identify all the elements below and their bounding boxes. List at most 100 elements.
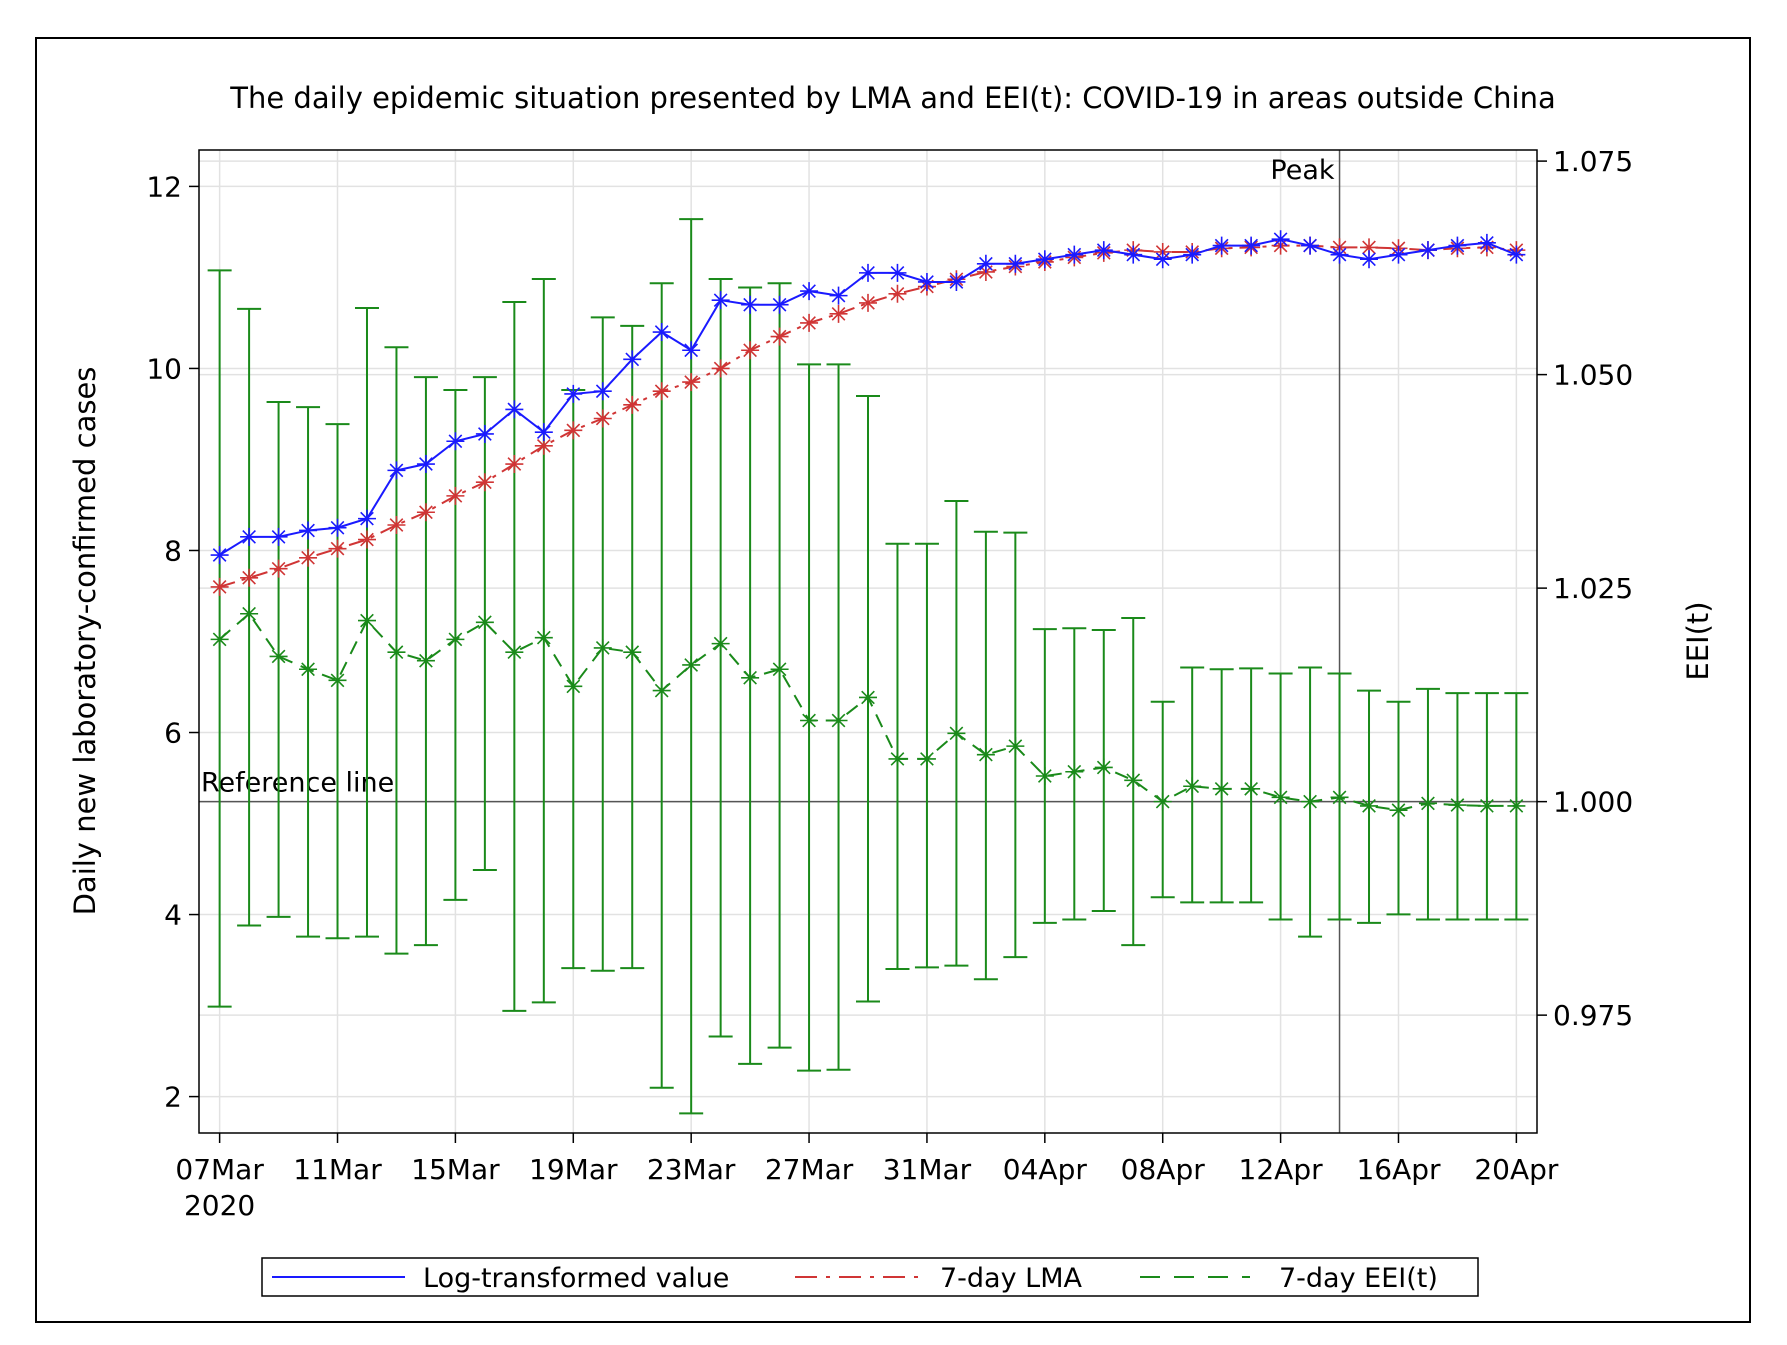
log-data-point <box>800 282 819 301</box>
chart-title: The daily epidemic situation presented b… <box>229 81 1556 115</box>
lma-data-point <box>652 382 671 401</box>
lma-data-point <box>564 421 583 440</box>
eei-data-point <box>269 647 288 666</box>
lma-data-point <box>210 577 229 596</box>
lma-data-point <box>682 373 701 392</box>
eei-data-point <box>475 613 494 632</box>
log-data-point <box>1183 245 1202 264</box>
lma-data-point <box>240 568 259 587</box>
log-data-point <box>1389 245 1408 264</box>
y-axis-label-left: Daily new laboratory-confirmed cases <box>68 367 102 916</box>
lma-data-point <box>299 548 318 567</box>
lma-data-point <box>800 313 819 332</box>
lma-data-point <box>328 539 347 558</box>
log-series-layer <box>210 230 1526 565</box>
eei-data-point <box>1418 794 1437 813</box>
eei-data-point <box>1301 792 1320 811</box>
log-data-point <box>299 521 318 540</box>
eei-data-point <box>1389 801 1408 820</box>
legend-label-log: Log-transformed value <box>423 1263 729 1294</box>
log-data-point <box>1242 236 1261 255</box>
log-data-point <box>917 272 936 291</box>
y-left-tick-label: 4 <box>164 899 182 932</box>
lma-data-point <box>593 409 612 428</box>
log-data-point <box>1360 250 1379 269</box>
log-data-point <box>711 291 730 310</box>
eei-data-point <box>1035 767 1054 786</box>
eei-data-point <box>1124 771 1143 790</box>
log-data-point <box>1448 236 1467 255</box>
x-tick-label: 19Mar <box>529 1153 618 1186</box>
eei-data-point <box>829 711 848 730</box>
log-data-point <box>475 424 494 443</box>
log-data-point <box>741 295 760 314</box>
log-data-point <box>387 461 406 480</box>
lma-data-point <box>534 436 553 455</box>
eei-data-point <box>328 671 347 690</box>
x-tick-year-label: 2020 <box>184 1189 255 1222</box>
x-tick-label: 11Mar <box>293 1153 382 1186</box>
eei-data-point <box>1094 758 1113 777</box>
log-data-point <box>1418 241 1437 260</box>
lma-data-point <box>1360 238 1379 257</box>
eei-data-point <box>240 604 259 623</box>
legend: Log-transformed value 7-day LMA 7-day EE… <box>261 1257 1479 1297</box>
log-data-point <box>888 263 907 282</box>
lma-data-point <box>829 304 848 323</box>
x-tick-label: 04Apr <box>1003 1153 1088 1186</box>
log-data-point <box>416 455 435 474</box>
x-tick-label: 31Mar <box>883 1153 972 1186</box>
eei-data-point <box>1212 779 1231 798</box>
lma-data-point <box>269 559 288 578</box>
log-data-point <box>1212 236 1231 255</box>
log-data-point <box>593 382 612 401</box>
y-left-tick-label: 8 <box>164 534 182 567</box>
log-data-point <box>1006 254 1025 273</box>
eei-data-point <box>564 677 583 696</box>
eei-data-point <box>505 643 524 662</box>
log-data-point <box>446 432 465 451</box>
eei-data-point <box>1448 796 1467 815</box>
lma-data-point <box>711 359 730 378</box>
eei-data-point <box>1360 796 1379 815</box>
eei-data-point <box>1065 762 1084 781</box>
eei-data-point <box>976 745 995 764</box>
lma-data-point <box>623 395 642 414</box>
lma-data-point <box>416 503 435 522</box>
x-tick-label: 23Mar <box>647 1153 736 1186</box>
eei-data-point <box>888 749 907 768</box>
lma-data-point <box>888 284 907 303</box>
y-axis-label-right: EEI(t) <box>1681 601 1715 680</box>
log-data-point <box>859 263 877 282</box>
eei-data-point <box>711 634 730 653</box>
eei-data-point <box>357 611 376 630</box>
eei-data-point <box>210 630 229 649</box>
eei-data-point <box>1330 788 1349 807</box>
lma-data-point <box>859 293 877 312</box>
log-data-point <box>1065 245 1084 264</box>
lma-data-point <box>475 473 494 492</box>
log-data-point <box>1271 230 1290 249</box>
log-data-point <box>976 254 995 273</box>
x-tick-label: 07Mar <box>175 1153 264 1186</box>
y-right-tick-label: 1.075 <box>1553 145 1633 178</box>
eei-data-point <box>1242 779 1261 798</box>
eei-data-point <box>947 724 966 743</box>
eei-data-point <box>859 688 877 707</box>
log-data-point <box>1507 245 1526 264</box>
legend-label-lma: 7-day LMA <box>940 1263 1083 1294</box>
log-data-point <box>328 518 347 537</box>
outer-border <box>35 37 1751 1323</box>
x-tick-label: 27Mar <box>765 1153 854 1186</box>
x-tick-label: 08Apr <box>1121 1153 1206 1186</box>
log-data-point <box>240 527 259 546</box>
log-data-point <box>1301 236 1320 255</box>
x-tick-label: 12Apr <box>1239 1153 1324 1186</box>
lma-data-point <box>387 515 406 534</box>
x-tick-label: 15Mar <box>411 1153 500 1186</box>
log-data-point <box>505 400 524 419</box>
eei-data-point <box>682 655 701 674</box>
eei-data-point <box>800 711 819 730</box>
